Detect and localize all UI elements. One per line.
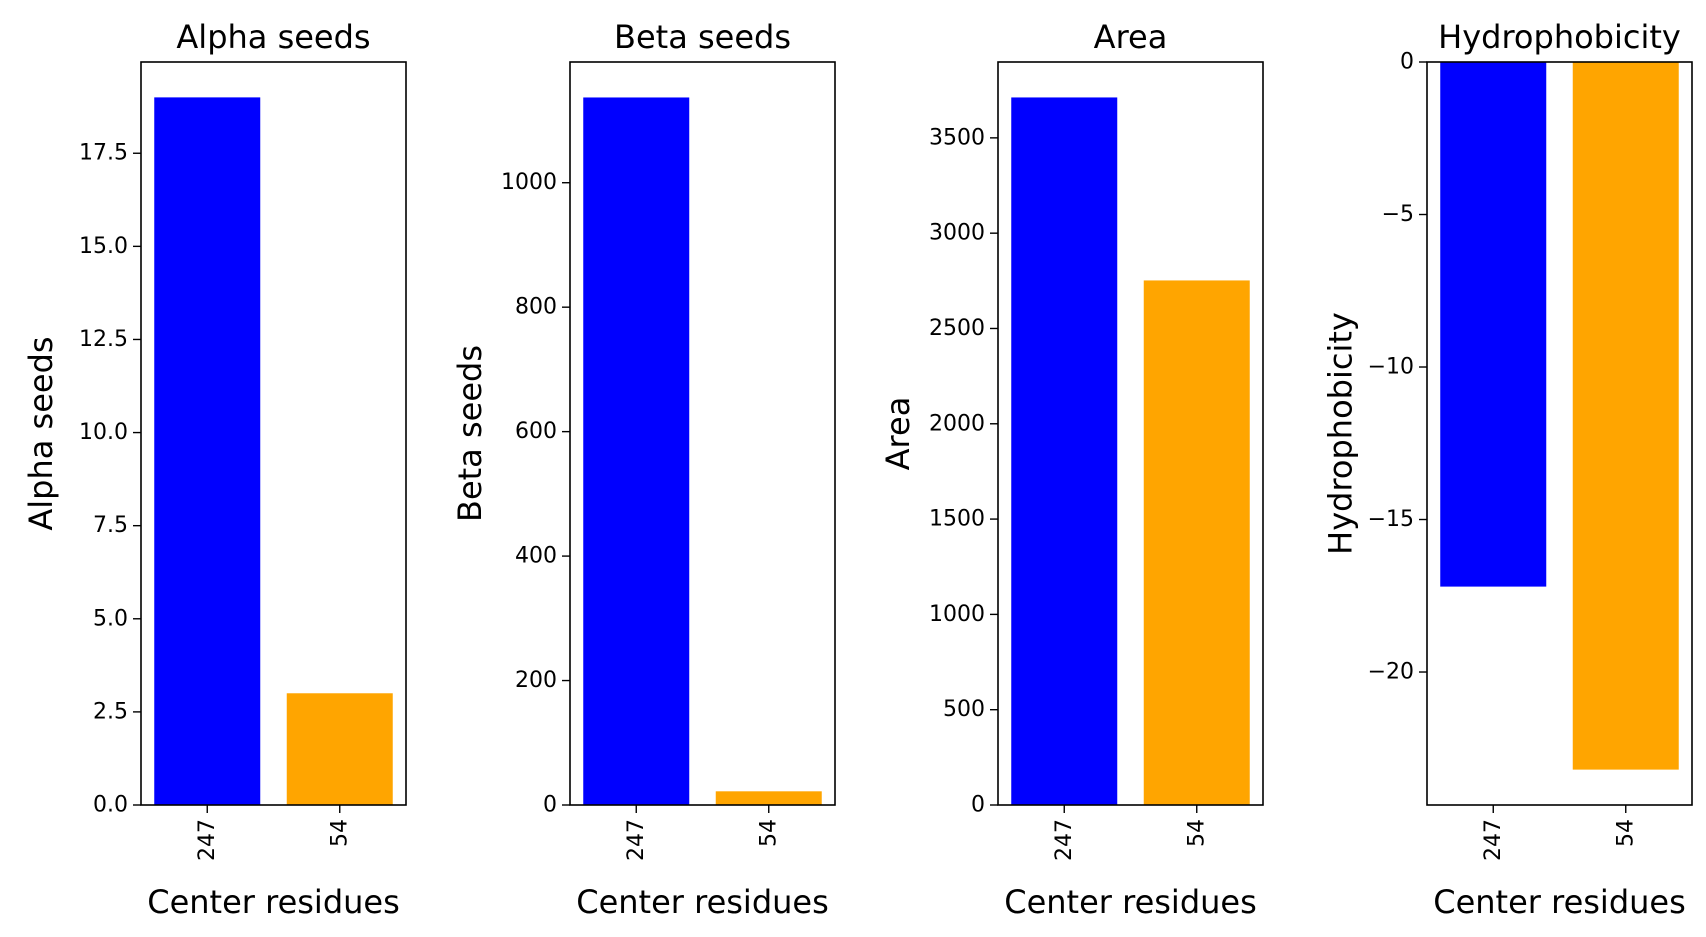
axes-frame — [997, 61, 1264, 806]
chart-title: Beta seeds — [614, 18, 791, 56]
y-tick-label: 17.5 — [79, 141, 128, 166]
y-tick-label: 2000 — [929, 411, 985, 436]
y-tick-label: 1500 — [929, 507, 985, 532]
y-tick-label: 800 — [515, 295, 557, 320]
x-axis-label: Center residues — [576, 883, 829, 921]
y-tick-label: 12.5 — [79, 327, 128, 352]
y-tick-label: 0 — [543, 793, 557, 818]
y-axis-label: Beta seeds — [451, 345, 489, 522]
x-tick-label: 247 — [624, 819, 649, 861]
y-axis-label: Area — [879, 397, 917, 471]
x-axis-label: Center residues — [147, 883, 400, 921]
x-axis-label: Center residues — [1433, 883, 1686, 921]
y-tick-label: 1000 — [501, 170, 557, 195]
x-tick-label: 247 — [1481, 819, 1506, 861]
x-tick-label: 54 — [1613, 819, 1638, 847]
bar-247 — [1440, 62, 1547, 587]
chart-panel-1: 0.0 2.5 5.0 7.5 10.0 12.5 15.0 17.5 247 54 Alpha s… — [22, 18, 407, 921]
y-tick-label: −5 — [1382, 202, 1414, 227]
y-tick-label: 2500 — [929, 316, 985, 341]
chart-title: Alpha seeds — [176, 18, 370, 56]
y-tick-label: −15 — [1368, 507, 1414, 532]
y-tick-label: 1000 — [929, 602, 985, 627]
chart-title: Area — [1094, 18, 1168, 56]
bar-54 — [1572, 62, 1679, 770]
bar-54 — [286, 693, 393, 805]
y-tick-label: 0 — [1400, 50, 1414, 75]
y-tick-label: 15.0 — [79, 234, 128, 259]
y-tick-label: 200 — [515, 668, 557, 693]
bar-247 — [583, 97, 690, 806]
y-tick-label: −10 — [1368, 355, 1414, 380]
y-tick-label: 0 — [971, 793, 985, 818]
y-tick-label: 3000 — [929, 221, 985, 246]
bar-54 — [1143, 280, 1250, 805]
chart-panel-4: 0 −5 −10 −15 −20 247 54 Hydrophobicity Center re… — [1322, 18, 1693, 921]
bar-247 — [154, 97, 261, 805]
y-tick-label: 2.5 — [93, 699, 128, 724]
y-tick-label: 0.0 — [93, 793, 128, 818]
x-tick-label: 54 — [327, 819, 352, 847]
y-axis-label: Hydrophobicity — [1322, 312, 1360, 555]
axes-frame — [140, 61, 407, 806]
y-tick-label: 5.0 — [93, 606, 128, 631]
y-axis-label: Alpha seeds — [22, 336, 60, 530]
axes-frame — [1426, 61, 1693, 806]
y-tick-label: 600 — [515, 419, 557, 444]
y-tick-label: −20 — [1368, 660, 1414, 685]
x-tick-label: 54 — [1184, 819, 1209, 847]
y-tick-label: 500 — [943, 697, 985, 722]
y-tick-label: 400 — [515, 544, 557, 569]
y-tick-label: 3500 — [929, 125, 985, 150]
chart-panel-3: 0 500 1000 1500 2000 2500 3000 3500 247 54 Area Cen… — [879, 18, 1264, 921]
chart-title: Hydrophobicity — [1438, 18, 1681, 56]
x-tick-label: 54 — [756, 819, 781, 847]
y-tick-label: 7.5 — [93, 513, 128, 538]
y-tick-label: 10.0 — [79, 420, 128, 445]
x-axis-label: Center residues — [1004, 883, 1257, 921]
bar-54 — [715, 791, 822, 805]
x-tick-label: 247 — [195, 819, 220, 861]
chart-panel-2: 0 200 400 600 800 1000 247 54 Beta seeds Center r… — [451, 18, 836, 921]
bar-247 — [1011, 97, 1118, 805]
x-tick-label: 247 — [1052, 819, 1077, 861]
axes-frame — [569, 61, 836, 806]
